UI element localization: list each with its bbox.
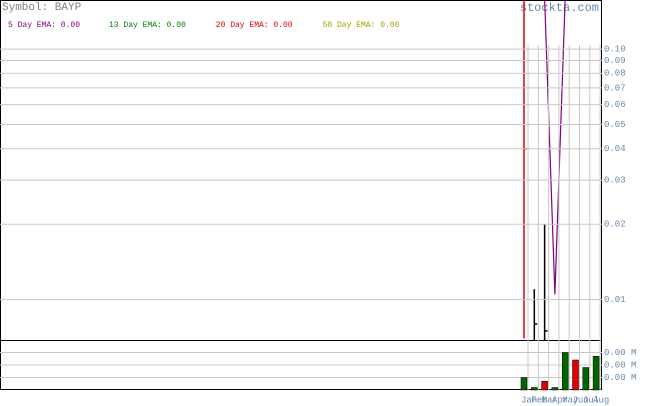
y-tick-label: 0.08: [604, 69, 626, 79]
y-tick-label: 0.03: [604, 175, 626, 185]
x-tick-label: Jun: [573, 395, 589, 405]
y-tick-label: 0.04: [604, 144, 626, 154]
legend-entry: 20 Day EMA: 0.00: [216, 21, 293, 30]
y-tick-label: 0.10: [604, 44, 626, 54]
x-tick-label: Jan: [521, 395, 537, 405]
plot-frame: [0, 0, 602, 390]
x-tick-label: Jul: [583, 395, 599, 405]
watermark: stockta.com: [520, 1, 599, 15]
volume-tick-label: 0.00 M: [604, 360, 636, 370]
x-tick-label: Aug: [593, 395, 609, 405]
volume-bar: [520, 377, 528, 391]
y-tick-label: 0.05: [604, 120, 626, 130]
legend-entry: 13 Day EMA: 0.00: [109, 21, 186, 30]
volume-tick-label: 0.00 M: [604, 373, 636, 383]
y-tick-label: 0.09: [604, 56, 626, 66]
legend-entry: 5 Day EMA: 0.00: [8, 21, 80, 30]
volume-bar: [592, 356, 600, 391]
y-tick-label: 0.02: [604, 220, 626, 230]
ema-line: [544, 0, 566, 295]
volume-bar: [572, 359, 579, 391]
overlay: 0.10 0.09 0.08 0.07 0.06 0.05 0.04 0.03 0.02 0.01…: [0, 21, 636, 405]
volume-bar: [561, 352, 569, 391]
volume-bar: [551, 387, 559, 391]
volume-tick-label: 0.00 M: [604, 348, 636, 358]
x-tick-label: Mar: [542, 395, 558, 405]
y-tick-label: 0.06: [604, 100, 626, 110]
legend-entry: 50 Day EMA: 0.00: [323, 21, 400, 30]
price-panel: [523, 0, 566, 340]
x-tick-label: Feb: [531, 395, 547, 405]
y-tick-label: 0.07: [604, 83, 626, 93]
y-tick-label: 0.01: [604, 295, 626, 305]
volume-bar: [541, 381, 548, 391]
volume-bar: [582, 367, 590, 391]
x-tick-label: Apr: [552, 395, 568, 405]
volume-bar: [531, 387, 538, 391]
x-tick-label: May: [562, 395, 579, 405]
chart-title: Symbol: BAYP: [2, 2, 82, 14]
